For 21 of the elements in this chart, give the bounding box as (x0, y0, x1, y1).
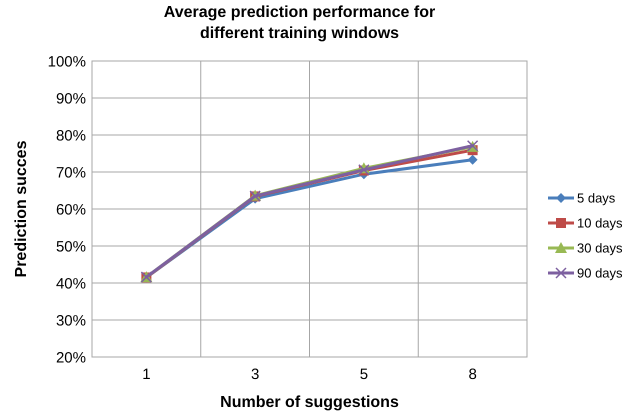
x-axis-title: Number of suggestions (220, 394, 399, 411)
x-tick-label: 5 (360, 366, 368, 383)
x-tick-label: 3 (250, 366, 260, 383)
x-tick-label: 8 (468, 366, 477, 383)
legend-label: 5 days (577, 190, 616, 206)
y-tick-label: 70% (56, 164, 86, 182)
legend-label: 30 days (577, 240, 624, 256)
y-tick-label: 40% (56, 275, 86, 292)
point (468, 154, 478, 165)
y-tick-label: 20% (56, 349, 86, 366)
y-tick-label: 100% (48, 53, 86, 70)
x-tick-label: 1 (142, 366, 151, 383)
y-tick-label: 80% (56, 127, 86, 144)
y-tick-label: 30% (56, 312, 86, 330)
chart-title: Average prediction performance for different training windows (164, 4, 436, 42)
y-tick-label: 50% (56, 238, 86, 256)
legend-label: 10 days (577, 216, 624, 231)
y-tick-label: 60% (56, 201, 86, 218)
y-axis-title: Prediction succes (13, 140, 30, 278)
legend-label: 90 days (577, 266, 624, 281)
y-tick-label: 90% (56, 90, 86, 108)
